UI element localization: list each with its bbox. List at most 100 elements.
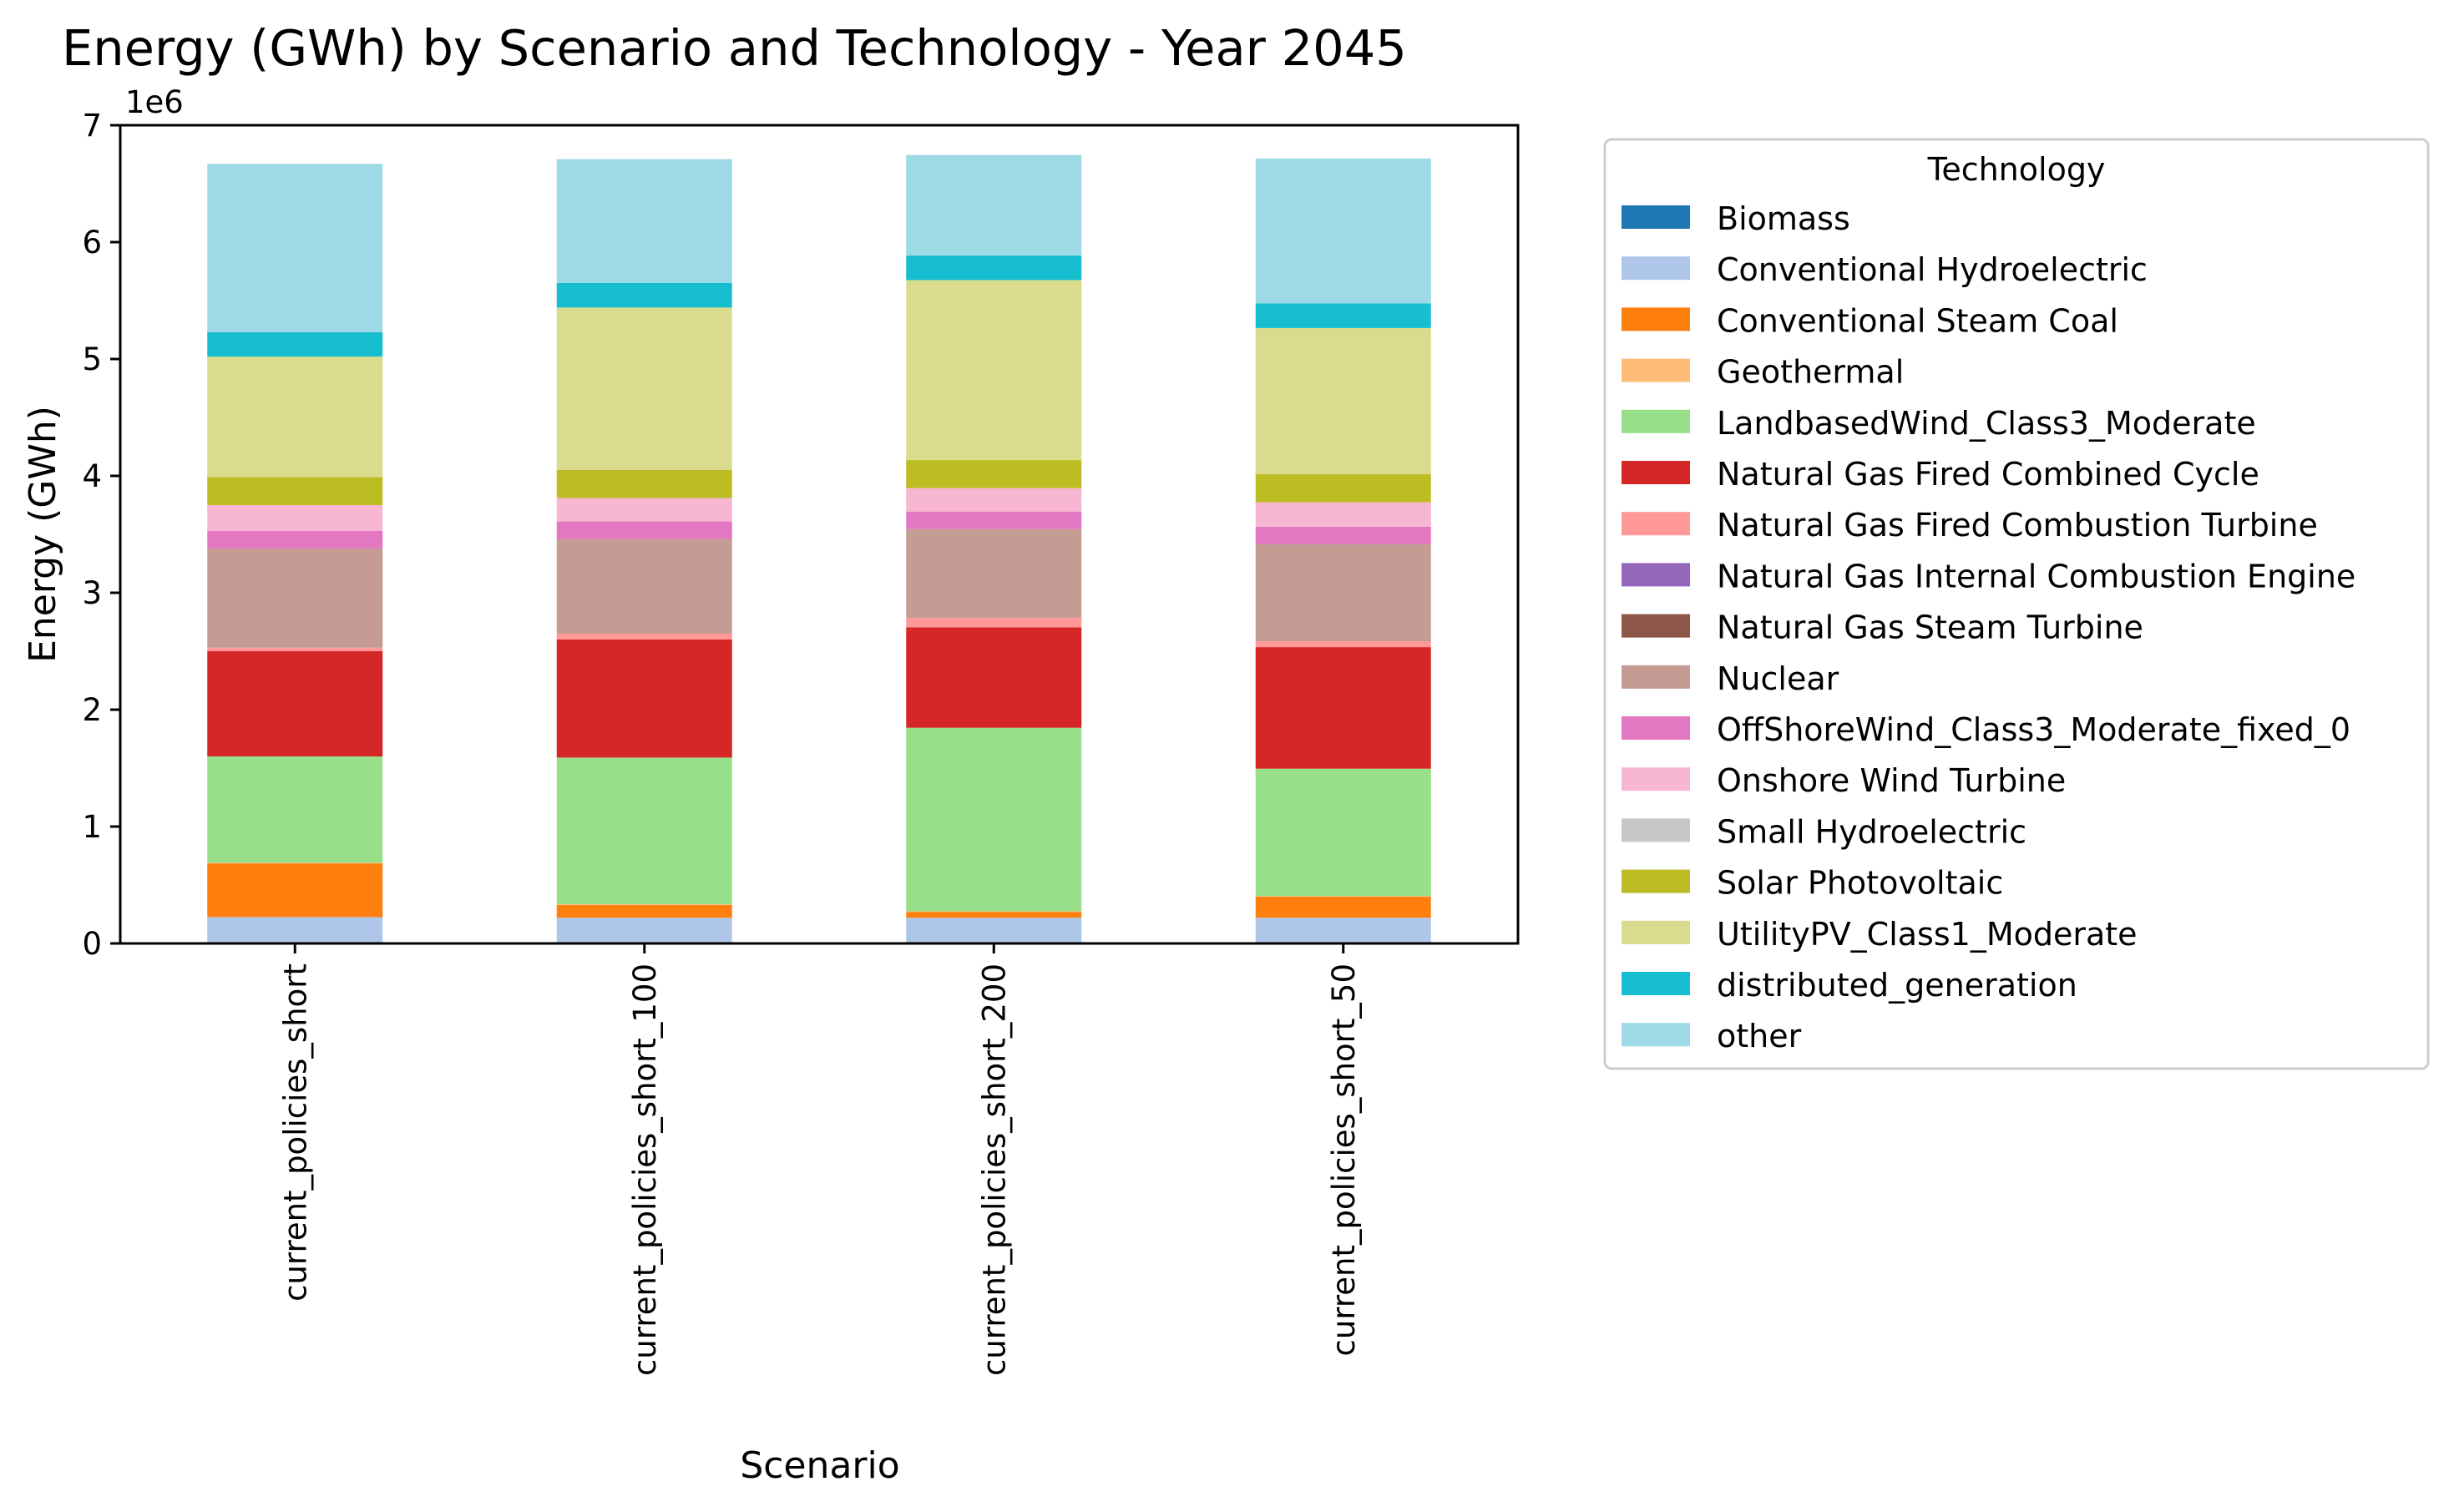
bar-segment <box>1255 768 1431 897</box>
bar-segment <box>556 307 732 470</box>
legend-label: Nuclear <box>1717 660 1839 697</box>
bar-segment <box>207 917 383 943</box>
bar-segment <box>556 918 732 943</box>
bar-segment <box>556 757 732 905</box>
y-axis-ticks: 0 1 2 3 4 5 6 7 <box>82 108 120 962</box>
legend-item: Small Hydroelectric <box>1622 813 2026 850</box>
bar-segment <box>556 634 732 640</box>
chart-title: Energy (GWh) by Scenario and Technology … <box>62 19 1407 77</box>
legend-title: Technology <box>1927 151 2106 188</box>
bar-segment <box>1255 473 1431 503</box>
bar-segment <box>1255 303 1431 328</box>
legend-swatch <box>1622 563 1690 587</box>
legend-swatch <box>1622 869 1690 893</box>
legend-label: Biomass <box>1717 200 1850 237</box>
x-tick-label: current_policies_short <box>277 963 313 1302</box>
legend-item: Natural Gas Fired Combined Cycle <box>1622 456 2259 493</box>
legend-label: OffShoreWind_Class3_Moderate_fixed_0 <box>1717 711 2350 748</box>
y-tick-label: 0 <box>82 926 102 962</box>
x-tick-label: current_policies_short_50 <box>1326 963 1362 1357</box>
y-tick-label: 6 <box>82 225 102 260</box>
legend: Technology Biomass Conventional Hydroelec… <box>1603 138 2430 1070</box>
bar-segment <box>207 862 383 864</box>
bar-segment <box>1255 918 1431 943</box>
legend-item: Natural Gas Steam Turbine <box>1622 609 2143 646</box>
legend-item: Solar Photovoltaic <box>1622 865 2003 902</box>
bar-segment <box>207 647 383 651</box>
legend-item: Conventional Steam Coal <box>1622 302 2118 339</box>
bar-segment <box>556 539 732 634</box>
legend-swatch <box>1622 512 1690 536</box>
bar-segment <box>1255 641 1431 648</box>
legend-label: Solar Photovoltaic <box>1717 865 2003 902</box>
x-axis-ticks: current_policies_short current_policies_s… <box>277 943 1362 1376</box>
legend-swatch <box>1622 409 1690 433</box>
bar-segment <box>1255 896 1431 897</box>
legend-swatch <box>1622 972 1690 995</box>
bar-segment <box>906 280 1082 461</box>
legend-label: Conventional Steam Coal <box>1717 302 2118 339</box>
y-axis-label: Energy (GWh) <box>22 406 64 663</box>
legend-label: Natural Gas Steam Turbine <box>1717 609 2143 646</box>
bar-segment <box>556 904 732 905</box>
legend-item: Natural Gas Fired Combustion Turbine <box>1622 507 2318 544</box>
y-tick-label: 7 <box>82 108 102 144</box>
legend-swatch <box>1622 307 1690 331</box>
x-axis-label: Scenario <box>740 1444 899 1487</box>
bar-segment <box>1255 897 1431 918</box>
legend-label: Conventional Hydroelectric <box>1717 251 2148 288</box>
legend-label: Small Hydroelectric <box>1717 813 2026 850</box>
bar-segment <box>906 528 1082 619</box>
legend-item: Conventional Hydroelectric <box>1622 251 2148 288</box>
bar-segment <box>906 511 1082 529</box>
legend-label: other <box>1717 1018 1802 1054</box>
y-tick-label: 3 <box>82 575 102 611</box>
bar-segment <box>556 521 732 539</box>
bar-segment <box>906 918 1082 943</box>
bar-segment <box>906 154 1082 256</box>
bar-segment <box>1255 327 1431 474</box>
bar-segment <box>906 912 1082 918</box>
legend-label: Geothermal <box>1717 354 1904 391</box>
legend-item: other <box>1622 1018 1802 1054</box>
legend-label: LandbasedWind_Class3_Moderate <box>1717 405 2256 442</box>
bar-segment <box>1255 502 1431 527</box>
bar-segment <box>207 477 383 505</box>
bar-segment <box>906 911 1082 913</box>
legend-item: Onshore Wind Turbine <box>1622 762 2066 799</box>
legend-label: Natural Gas Internal Combustion Engine <box>1717 558 2355 594</box>
legend-item: LandbasedWind_Class3_Moderate <box>1622 405 2256 442</box>
legend-box <box>1603 138 2430 1070</box>
y-tick-label: 5 <box>82 341 102 377</box>
legend-item: Natural Gas Internal Combustion Engine <box>1622 558 2355 594</box>
bar-segment <box>207 756 383 863</box>
legend-swatch <box>1622 461 1690 484</box>
bar-segment <box>207 863 383 918</box>
legend-label: Onshore Wind Turbine <box>1717 762 2066 799</box>
bar-segment <box>1255 647 1431 769</box>
legend-item: Geothermal <box>1622 354 1904 391</box>
bar-segment <box>207 505 383 531</box>
x-tick-label: current_policies_short_100 <box>627 963 663 1376</box>
legend-item: UtilityPV_Class1_Moderate <box>1622 916 2138 953</box>
bar-segment <box>906 255 1082 281</box>
bar-segment <box>556 498 732 522</box>
bar-segment <box>207 164 383 332</box>
legend-item: distributed_generation <box>1622 967 2077 1004</box>
y-tick-label: 4 <box>82 458 102 494</box>
y-tick-label: 2 <box>82 692 102 728</box>
legend-label: Natural Gas Fired Combined Cycle <box>1717 456 2259 493</box>
legend-item: OffShoreWind_Class3_Moderate_fixed_0 <box>1622 711 2350 748</box>
bar-segment <box>906 727 1082 912</box>
legend-swatch <box>1622 358 1690 382</box>
legend-item: Nuclear <box>1622 660 1839 697</box>
bar-segment <box>906 627 1082 728</box>
bar-segment <box>906 488 1082 512</box>
legend-swatch <box>1622 256 1690 281</box>
legend-swatch <box>1622 1023 1690 1047</box>
bar-segment <box>1255 544 1431 642</box>
bar-segment <box>207 331 383 357</box>
bar-segment <box>906 618 1082 628</box>
legend-label: distributed_generation <box>1717 967 2077 1004</box>
